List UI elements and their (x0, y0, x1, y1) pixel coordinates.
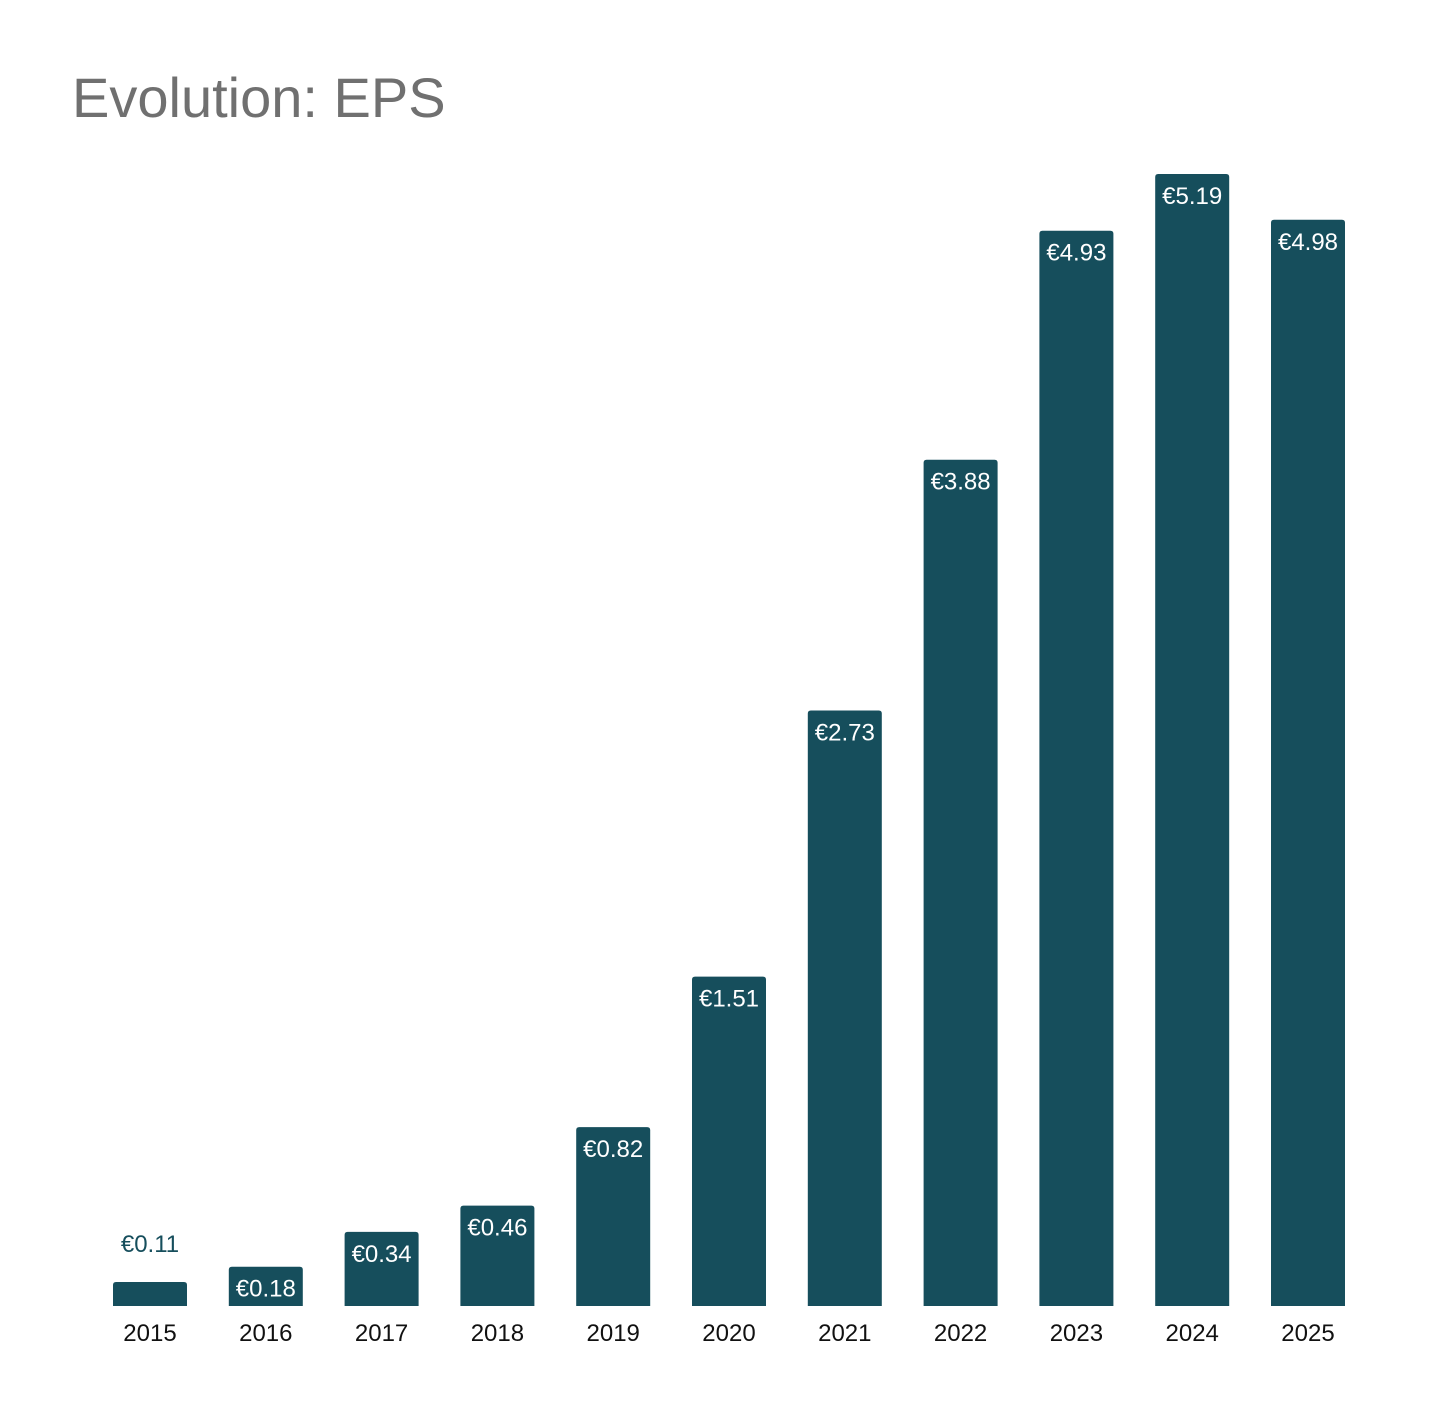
value-label-2016: €0.18 (236, 1276, 296, 1303)
x-tick-2021: 2021 (818, 1320, 871, 1347)
value-label-2023: €4.93 (1046, 240, 1106, 267)
x-tick-2024: 2024 (1166, 1320, 1219, 1347)
value-label-2022: €3.88 (931, 469, 991, 496)
value-label-2021: €2.73 (815, 720, 875, 747)
value-label-2017: €0.34 (352, 1241, 412, 1268)
x-tick-2017: 2017 (355, 1320, 408, 1347)
x-tick-2018: 2018 (471, 1320, 524, 1347)
value-label-2015: €0.11 (121, 1231, 179, 1258)
x-tick-2020: 2020 (702, 1320, 755, 1347)
bar-series (113, 174, 1345, 1306)
bar-2020 (692, 976, 766, 1306)
chart-title: Evolution: EPS (72, 66, 446, 129)
bar-2022 (923, 459, 998, 1306)
bar-2025 (1271, 219, 1345, 1306)
value-label-2025: €4.98 (1278, 229, 1338, 256)
x-tick-2022: 2022 (934, 1320, 987, 1347)
bar-2017 (344, 1231, 419, 1306)
bar-2015 (113, 1282, 187, 1306)
bar-2018 (460, 1205, 535, 1306)
x-tick-2016: 2016 (239, 1320, 292, 1347)
x-tick-2019: 2019 (587, 1320, 640, 1347)
x-tick-2025: 2025 (1281, 1320, 1334, 1347)
value-label-group: €0.11 €0.18 €0.34 €0.46 €0.82 €1.51 €2.73 €3.88… (121, 183, 1338, 1303)
value-label-2024: €5.19 (1162, 183, 1222, 210)
bar-2019 (576, 1127, 651, 1306)
bar-2023 (1039, 230, 1114, 1306)
x-tick-2015: 2015 (123, 1320, 176, 1347)
bar-2021 (807, 710, 882, 1306)
value-label-2020: €1.51 (699, 986, 759, 1013)
x-tick-2023: 2023 (1050, 1320, 1103, 1347)
value-label-2018: €0.46 (467, 1215, 527, 1242)
bar-2016 (228, 1266, 303, 1306)
x-axis-ticks: 2015 2016 2017 2018 2019 2020 2021 2022 2023 2024… (123, 1320, 1334, 1347)
value-label-2019: €0.82 (583, 1136, 643, 1163)
bar-2024 (1155, 174, 1230, 1306)
